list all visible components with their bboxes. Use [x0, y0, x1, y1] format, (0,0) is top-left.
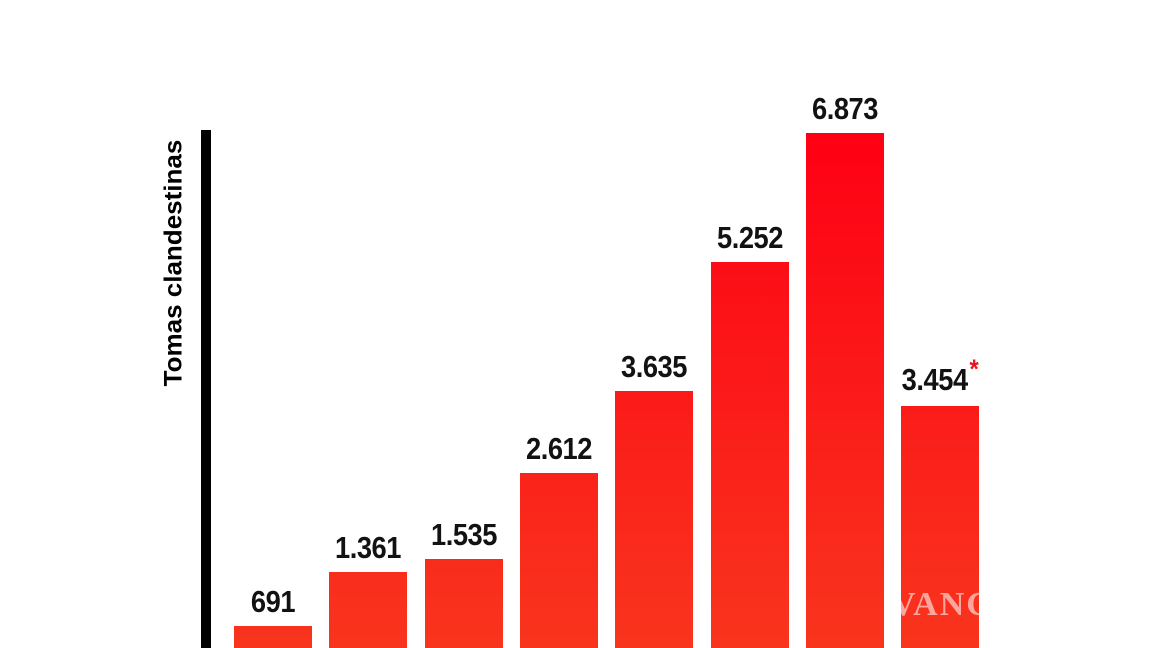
y-axis-line — [201, 130, 211, 648]
bar — [901, 405, 980, 648]
bar — [234, 625, 312, 648]
watermark: VANGUARDIA — [891, 586, 1143, 623]
bar — [615, 391, 694, 648]
bar — [329, 572, 408, 648]
bar-value-label: 3.635 — [621, 349, 688, 385]
bar — [424, 558, 503, 648]
bar-value-label: 1.361 — [335, 530, 402, 566]
bar — [806, 133, 885, 648]
bar-value-label: 5.252 — [716, 220, 784, 256]
bar-value-label: 3.454* — [902, 353, 979, 397]
bar-value-label: 1.535 — [430, 516, 498, 552]
bar-value-label: 2.612 — [526, 430, 593, 466]
bar-value-label: 6.873 — [812, 91, 879, 126]
bar — [520, 472, 599, 648]
asterisk-annotation: * — [969, 353, 979, 384]
bar — [710, 262, 789, 648]
bar-value-label: 691 — [250, 583, 296, 619]
